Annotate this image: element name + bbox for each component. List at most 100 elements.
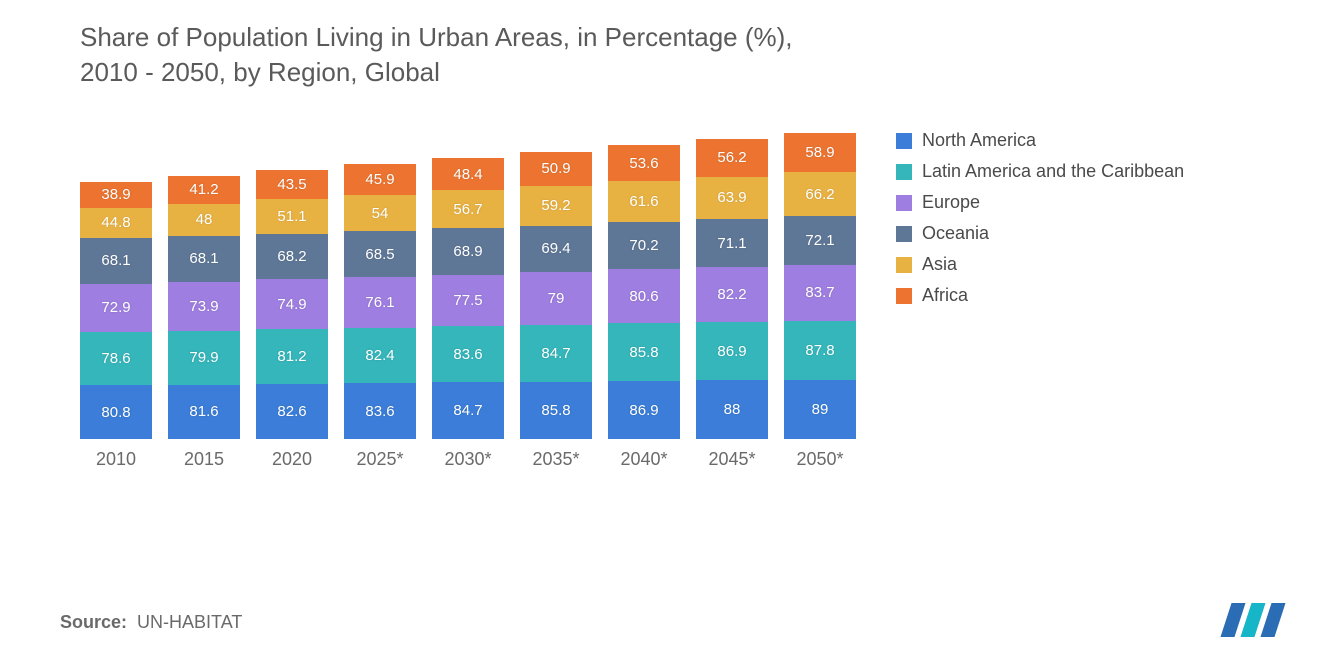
- stacked-bar: 8987.883.772.166.258.9: [784, 133, 856, 440]
- bar-segment-north-america: 81.6: [168, 385, 240, 440]
- bar-segment-north-america: 88: [696, 380, 768, 439]
- bar-segment-oceania: 72.1: [784, 216, 856, 264]
- logo-bar-3: [1260, 603, 1285, 637]
- bar-segment-north-america: 84.7: [432, 382, 504, 439]
- x-axis-label: 2025*: [356, 449, 403, 470]
- bar-segment-latam: 84.7: [520, 325, 592, 382]
- bar-segment-asia: 51.1: [256, 199, 328, 233]
- bar-segment-oceania: 68.1: [80, 238, 152, 284]
- bar-group: 80.878.672.968.144.838.9 2010: [80, 182, 152, 470]
- bar-segment-asia: 63.9: [696, 177, 768, 220]
- bar-segment-latam: 83.6: [432, 326, 504, 382]
- bar-segment-latam: 86.9: [696, 322, 768, 380]
- source-label: Source:: [60, 612, 127, 632]
- bar-segment-europe: 83.7: [784, 265, 856, 321]
- stacked-bar: 86.985.880.670.261.653.6: [608, 145, 680, 439]
- bar-segment-africa: 50.9: [520, 152, 592, 186]
- legend-swatch: [896, 133, 912, 149]
- stacked-bar: 85.884.77969.459.250.9: [520, 152, 592, 439]
- bar-segment-north-america: 83.6: [344, 383, 416, 439]
- legend-label: Africa: [922, 285, 968, 306]
- bar-segment-north-america: 82.6: [256, 384, 328, 439]
- bar-segment-asia: 61.6: [608, 181, 680, 222]
- bar-segment-oceania: 68.1: [168, 236, 240, 282]
- bar-segment-asia: 59.2: [520, 186, 592, 226]
- bar-group: 84.783.677.568.956.748.4 2030*: [432, 158, 504, 470]
- bar-segment-europe: 73.9: [168, 282, 240, 332]
- legend-swatch: [896, 288, 912, 304]
- bar-segment-latam: 79.9: [168, 331, 240, 385]
- bar-segment-latam: 85.8: [608, 323, 680, 380]
- bar-segment-latam: 82.4: [344, 328, 416, 383]
- bar-group: 83.682.476.168.55445.9 2025*: [344, 164, 416, 470]
- bar-segment-north-america: 80.8: [80, 385, 152, 439]
- legend-item-latam: Latin America and the Caribbean: [896, 161, 1184, 182]
- legend-item-asia: Asia: [896, 254, 1184, 275]
- bar-segment-latam: 78.6: [80, 332, 152, 385]
- bar-segment-oceania: 71.1: [696, 219, 768, 267]
- bar-segment-oceania: 70.2: [608, 222, 680, 269]
- chart-body: 80.878.672.968.144.838.9 2010 81.679.973.9…: [80, 120, 1280, 470]
- legend-swatch: [896, 195, 912, 211]
- legend-swatch: [896, 226, 912, 242]
- legend-item-europe: Europe: [896, 192, 1184, 213]
- brand-logo: [1226, 603, 1280, 637]
- bar-segment-asia: 48: [168, 204, 240, 236]
- bar-segment-africa: 45.9: [344, 164, 416, 195]
- bar-segment-oceania: 68.2: [256, 234, 328, 280]
- legend-label: Europe: [922, 192, 980, 213]
- bar-segment-europe: 76.1: [344, 277, 416, 328]
- stacked-bar: 81.679.973.968.14841.2: [168, 176, 240, 439]
- bar-group: 86.985.880.670.261.653.6 2040*: [608, 145, 680, 470]
- bar-segment-oceania: 69.4: [520, 226, 592, 273]
- x-axis-label: 2015: [184, 449, 224, 470]
- bar-segment-africa: 56.2: [696, 139, 768, 177]
- bar-segment-europe: 82.2: [696, 267, 768, 322]
- bar-segment-latam: 81.2: [256, 329, 328, 383]
- bar-segment-africa: 43.5: [256, 170, 328, 199]
- source-text: UN-HABITAT: [137, 612, 242, 632]
- legend-label: North America: [922, 130, 1036, 151]
- legend-label: Latin America and the Caribbean: [922, 161, 1184, 182]
- stacked-bar-chart: 80.878.672.968.144.838.9 2010 81.679.973.9…: [80, 120, 856, 470]
- bar-segment-africa: 41.2: [168, 176, 240, 204]
- x-axis-label: 2030*: [444, 449, 491, 470]
- x-axis-label: 2040*: [620, 449, 667, 470]
- legend-item-oceania: Oceania: [896, 223, 1184, 244]
- stacked-bar: 83.682.476.168.55445.9: [344, 164, 416, 439]
- bar-segment-africa: 58.9: [784, 133, 856, 172]
- x-axis-label: 2020: [272, 449, 312, 470]
- bar-segment-asia: 44.8: [80, 208, 152, 238]
- bar-segment-north-america: 89: [784, 380, 856, 440]
- legend-swatch: [896, 164, 912, 180]
- stacked-bar: 84.783.677.568.956.748.4: [432, 158, 504, 439]
- bar-segment-europe: 80.6: [608, 269, 680, 323]
- chart-container: Share of Population Living in Urban Area…: [0, 0, 1320, 665]
- x-axis-label: 2050*: [796, 449, 843, 470]
- bar-group: 85.884.77969.459.250.92035*: [520, 152, 592, 470]
- bar-segment-latam: 87.8: [784, 321, 856, 380]
- stacked-bar: 8886.982.271.163.956.2: [696, 139, 768, 439]
- bar-group: 82.681.274.968.251.143.5 2020: [256, 170, 328, 470]
- legend-swatch: [896, 257, 912, 273]
- bar-segment-europe: 77.5: [432, 275, 504, 327]
- bar-segment-europe: 72.9: [80, 284, 152, 333]
- stacked-bar: 82.681.274.968.251.143.5: [256, 170, 328, 439]
- stacked-bar: 80.878.672.968.144.838.9: [80, 182, 152, 439]
- bar-segment-north-america: 86.9: [608, 381, 680, 439]
- legend: North America Latin America and the Carib…: [896, 130, 1184, 316]
- bar-segment-asia: 66.2: [784, 172, 856, 216]
- legend-item-north-america: North America: [896, 130, 1184, 151]
- bar-segment-asia: 54: [344, 195, 416, 231]
- x-axis-label: 2010: [96, 449, 136, 470]
- bar-group: 81.679.973.968.14841.2 2015: [168, 176, 240, 470]
- bar-segment-oceania: 68.5: [344, 231, 416, 277]
- bar-segment-asia: 56.7: [432, 190, 504, 228]
- bar-segment-africa: 48.4: [432, 158, 504, 190]
- bar-group: 8987.883.772.166.258.9 2050*: [784, 133, 856, 471]
- bar-segment-north-america: 85.8: [520, 382, 592, 439]
- source-attribution: Source: UN-HABITAT: [60, 612, 242, 633]
- legend-item-africa: Africa: [896, 285, 1184, 306]
- bar-segment-europe: 74.9: [256, 279, 328, 329]
- bar-segment-africa: 53.6: [608, 145, 680, 181]
